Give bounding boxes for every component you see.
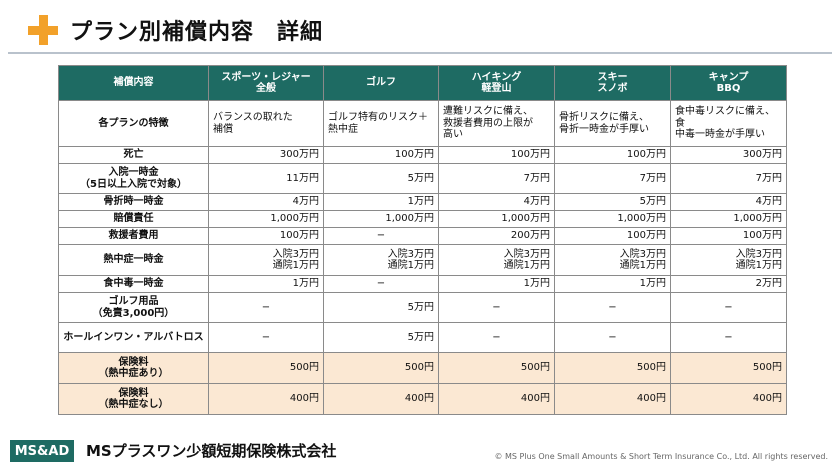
table-row: 死亡 300万円 100万円 100万円 100万円 300万円 (58, 146, 787, 164)
header-coverage: 補償内容 (58, 65, 209, 101)
table-cell: 1,000万円 (554, 210, 671, 228)
table-cell: 入院3万円 通院1万円 (323, 244, 439, 276)
table-cell: 4万円 (670, 193, 787, 211)
table-cell: 4万円 (438, 193, 555, 211)
table-cell: 100万円 (323, 146, 439, 164)
table-cell: 500円 (438, 352, 555, 384)
table-cell: 入院3万円 通院1万円 (208, 244, 324, 276)
table-cell: 400円 (438, 383, 555, 415)
table-row: ホールインワン・アルバトロス −5万円 − − − (58, 322, 787, 353)
header-plan: ハイキング 軽登山 (438, 65, 555, 101)
table-cell: 500円 (323, 352, 439, 384)
premium-row: 保険料 （熱中症なし） 400円 400円 400円 400円 400円 (58, 383, 787, 415)
table-cell: 1万円 (323, 193, 439, 211)
row-label: 死亡 (58, 146, 209, 164)
table-cell: 500円 (554, 352, 671, 384)
table-cell: 100万円 (438, 146, 555, 164)
table-cell: − (208, 292, 324, 323)
table-row: 食中毒一時金 1万円 −1万円 1万円 2万円 (58, 275, 787, 293)
title-divider (8, 52, 832, 54)
table-cell: 100万円 (554, 227, 671, 245)
table-cell: 7万円 (438, 163, 555, 194)
feature-row: 各プランの特徴 バランスの取れた 補償 ゴルフ特有のリスク＋ 熱中症 遭難リスクに備え、救… (58, 100, 787, 147)
table-cell: − (670, 292, 787, 323)
company-logo: MS&AD (10, 440, 74, 462)
table-cell: 1,000万円 (670, 210, 787, 228)
table-cell: 骨折リスクに備え、 骨折一時金が手厚い (554, 100, 671, 147)
row-label: 保険料 （熱中症なし） (58, 383, 209, 415)
table-cell: − (208, 322, 324, 353)
table-cell: 400円 (554, 383, 671, 415)
table-row: 骨折時一時金 4万円 1万円 4万円 5万円 4万円 (58, 193, 787, 211)
table-cell: 7万円 (670, 163, 787, 194)
table-cell: 100万円 (208, 227, 324, 245)
table-cell: 1万円 (208, 275, 324, 293)
table-row: 賠償責任 1,000万円 1,000万円 1,000万円 1,000万円 1,000万円 (58, 210, 787, 228)
table-cell: 入院3万円 通院1万円 (438, 244, 555, 276)
table-row: 熱中症一時金 入院3万円 通院1万円 入院3万円 通院1万円 入院3万円 通院1万円 入院3万… (58, 244, 787, 276)
table-row: 救援者費用 100万円 −200万円 100万円 100万円 (58, 227, 787, 245)
table-cell: 入院3万円 通院1万円 (554, 244, 671, 276)
table-cell: 500円 (670, 352, 787, 384)
table-cell: 5万円 (323, 292, 439, 323)
table-cell: 7万円 (554, 163, 671, 194)
table-cell: − (554, 292, 671, 323)
table-cell: 200万円 (438, 227, 555, 245)
table-row: ゴルフ用品 （免責3,000円） −5万円 − − − (58, 292, 787, 323)
table-cell: 2万円 (670, 275, 787, 293)
table-cell: 400円 (208, 383, 324, 415)
table-cell: 1,000万円 (323, 210, 439, 228)
coverage-table: 補償内容 スポーツ・レジャー 全般 ゴルフ ハイキング 軽登山 スキー スノボ キャンプ BBQ … (58, 65, 787, 415)
copyright: © MS Plus One Small Amounts & Short Term… (494, 452, 828, 461)
page-title: プラン別補償内容 詳細 (70, 20, 324, 45)
table-cell: 400円 (670, 383, 787, 415)
table-cell: − (438, 322, 555, 353)
row-label: 救援者費用 (58, 227, 209, 245)
table-cell: ゴルフ特有のリスク＋ 熱中症 (323, 100, 439, 147)
table-cell: 300万円 (670, 146, 787, 164)
table-cell: 1万円 (554, 275, 671, 293)
row-label: ホールインワン・アルバトロス (58, 322, 209, 353)
table-cell: 500円 (208, 352, 324, 384)
table-cell: − (438, 292, 555, 323)
table-cell: 遭難リスクに備え、 救援者費用の上限が 高い (438, 100, 555, 147)
title-bar: プラン別補償内容 詳細 (28, 10, 323, 50)
row-label: 賠償責任 (58, 210, 209, 228)
table-header-row: 補償内容 スポーツ・レジャー 全般 ゴルフ ハイキング 軽登山 スキー スノボ キャンプ BBQ (58, 65, 787, 101)
table-cell: 4万円 (208, 193, 324, 211)
row-label: ゴルフ用品 （免責3,000円） (58, 292, 209, 323)
table-cell: − (323, 227, 439, 245)
row-label: 保険料 （熱中症あり） (58, 352, 209, 384)
table-cell: 300万円 (208, 146, 324, 164)
table-cell: 1,000万円 (208, 210, 324, 228)
table-cell: 5万円 (323, 322, 439, 353)
header-plan: キャンプ BBQ (670, 65, 787, 101)
table-cell: − (670, 322, 787, 353)
premium-row: 保険料 （熱中症あり） 500円 500円 500円 500円 500円 (58, 352, 787, 384)
table-cell: − (323, 275, 439, 293)
row-label: 食中毒一時金 (58, 275, 209, 293)
table-cell: 100万円 (554, 146, 671, 164)
header-plan: スキー スノボ (554, 65, 671, 101)
table-cell: 1,000万円 (438, 210, 555, 228)
table-cell: 5万円 (323, 163, 439, 194)
table-cell: 5万円 (554, 193, 671, 211)
table-cell: 100万円 (670, 227, 787, 245)
table-cell: 11万円 (208, 163, 324, 194)
row-label: 入院一時金 （5日以上入院で対象） (58, 163, 209, 194)
table-row: 入院一時金 （5日以上入院で対象） 11万円 5万円 7万円 7万円 7万円 (58, 163, 787, 194)
row-label: 各プランの特徴 (58, 100, 209, 147)
row-label: 熱中症一時金 (58, 244, 209, 276)
table-cell: − (554, 322, 671, 353)
row-label: 骨折時一時金 (58, 193, 209, 211)
table-cell: 1万円 (438, 275, 555, 293)
table-cell: バランスの取れた 補償 (208, 100, 324, 147)
table-cell: 入院3万円 通院1万円 (670, 244, 787, 276)
header-plan: ゴルフ (323, 65, 439, 101)
header-plan: スポーツ・レジャー 全般 (208, 65, 324, 101)
table-cell: 食中毒リスクに備え、食 中毒一時金が手厚い (670, 100, 787, 147)
table-cell: 400円 (323, 383, 439, 415)
company-name: MSプラスワン少額短期保険株式会社 (86, 442, 337, 460)
plus-icon (28, 15, 58, 45)
